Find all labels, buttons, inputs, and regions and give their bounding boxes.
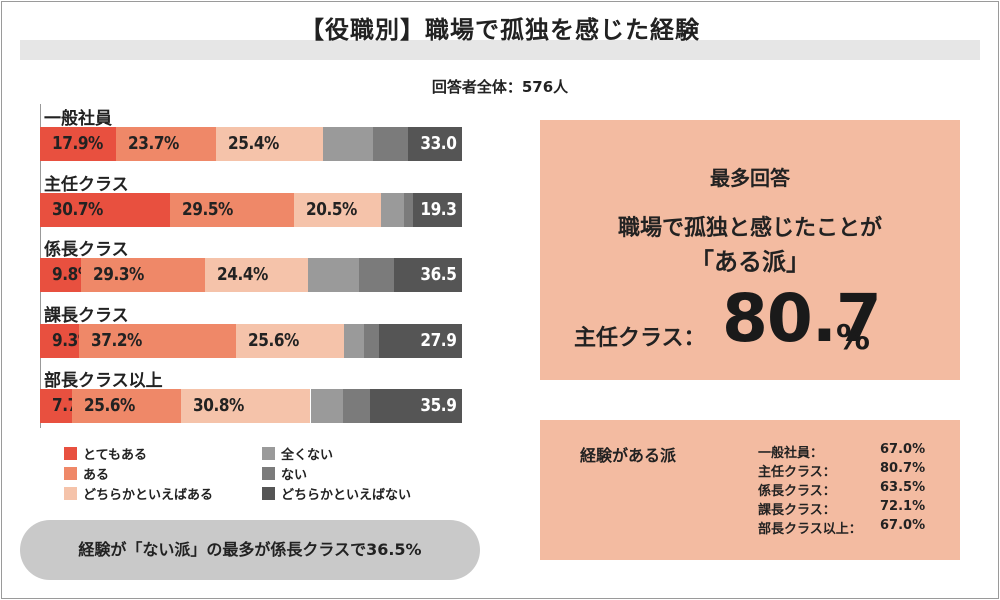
bar-segment <box>40 258 82 292</box>
bar-segment <box>169 192 295 227</box>
data-label: 20.5% <box>306 198 357 220</box>
bar-segment <box>40 323 80 358</box>
legend-label: ない <box>281 468 308 483</box>
bar-segment <box>40 192 170 227</box>
category-label: 係長クラス <box>44 240 129 260</box>
legend-label: とてもある <box>83 448 147 463</box>
legend-item: どちらかといえばある <box>64 484 213 503</box>
bar-segment <box>322 127 374 161</box>
chart-title: 【役職別】職場で孤独を感じた経験 <box>300 16 700 44</box>
top-answer-value: 80.7 <box>722 280 882 357</box>
bar-segment <box>344 323 365 358</box>
bar-segment <box>215 127 323 161</box>
data-label: 24.4% <box>217 264 268 285</box>
summary-row-label: 係長クラス： <box>758 484 836 499</box>
bar-row: 30.7% 29.5% 20.5% 19.3 <box>40 192 462 227</box>
legend-item: とてもある <box>64 444 147 463</box>
category-label: 部長クラス以上 <box>44 371 163 391</box>
yes-group-summary-panel: 経験がある派 一般社員： 67.0% 主任クラス： 80.7% 係長クラス： 63.5% 課… <box>540 420 960 560</box>
bar-segment <box>358 258 395 292</box>
bar-segment <box>310 389 343 423</box>
bar-segment <box>72 389 181 423</box>
no-group-total-label: 33.0 <box>419 133 456 154</box>
bar-segment <box>40 127 116 161</box>
legend-item: ない <box>262 464 307 483</box>
top-answer-line2: 「ある派」 <box>690 248 810 276</box>
bar-segment <box>342 389 371 423</box>
legend-swatch <box>262 447 275 460</box>
data-label: 17.9% <box>52 133 103 154</box>
data-label: 37.2% <box>91 329 143 351</box>
title-band <box>20 40 980 60</box>
legend-item: 全くない <box>262 444 333 463</box>
bar-row: 9.8% 29.3% 24.4% 36.5 <box>40 258 462 292</box>
bar-segment <box>378 323 462 358</box>
data-label: 25.6% <box>84 395 136 416</box>
no-group-total-label: 19.3 <box>419 198 456 220</box>
legend-item: ある <box>64 464 109 483</box>
bar-segment <box>370 389 462 423</box>
data-label: 29.5% <box>181 198 233 220</box>
bar-segment <box>373 127 409 161</box>
category-label: 主任クラス <box>44 174 129 195</box>
data-label: 25.6% <box>248 329 300 351</box>
top-answer-category: 主任クラス： <box>574 326 706 351</box>
legend-swatch <box>64 487 77 500</box>
legend-swatch <box>262 467 275 480</box>
bar-segment <box>236 323 345 358</box>
legend-item: どちらかといえばない <box>262 484 411 503</box>
bar-segment <box>413 192 462 227</box>
bar-segment <box>180 389 311 423</box>
legend-label: 全くない <box>281 448 334 463</box>
bar-segment <box>79 323 237 358</box>
data-label: 25.4% <box>227 133 279 154</box>
no-group-total-label: 36.5 <box>419 264 456 285</box>
legend-swatch <box>64 467 77 480</box>
summary-row-value: 72.1% <box>880 499 926 514</box>
sample-size: 回答者全体：576人 <box>431 78 569 96</box>
bar-segment <box>205 258 308 292</box>
legend-label: どちらかといえばない <box>281 488 412 503</box>
top-answer-line1: 職場で孤独と感じたことが <box>617 216 882 241</box>
bar-row: 7.7%25.6%30.8%35.9 <box>40 389 462 423</box>
legend-swatch <box>64 447 77 460</box>
no-group-callout: 経験が「ない派」の最多が係長クラスで36.5% <box>20 520 480 580</box>
summary-row-label: 部長クラス以上： <box>758 522 862 537</box>
legend-swatch <box>262 487 275 500</box>
data-label: 30.7% <box>52 198 103 220</box>
bar-segment <box>81 258 205 292</box>
summary-row-label: 一般社員： <box>758 446 824 461</box>
bar-row: 17.9% 23.7% 25.4% 33.0 <box>40 127 462 161</box>
bar-segment <box>408 127 462 161</box>
top-answer-unit: % <box>836 318 871 358</box>
summary-row-value: 67.0% <box>880 518 926 533</box>
bar-segment <box>394 258 462 292</box>
summary-row-label: 主任クラス： <box>758 465 836 480</box>
legend-label: ある <box>83 468 110 483</box>
summary-row-label: 課長クラス： <box>758 503 836 518</box>
summary-row-value: 63.5% <box>880 480 926 495</box>
no-group-total-label: 35.9 <box>419 395 456 416</box>
bar-segment <box>115 127 216 161</box>
bar-segment <box>364 323 379 358</box>
bar-segment <box>294 192 381 227</box>
summary-row-value: 67.0% <box>880 442 926 457</box>
legend-label: どちらかといえばある <box>83 488 214 503</box>
summary-heading: 経験がある派 <box>580 446 677 465</box>
data-label: 30.8% <box>192 395 244 416</box>
summary-row-value: 80.7% <box>880 461 926 476</box>
no-group-total-label: 27.9 <box>419 329 456 351</box>
top-answer-heading: 最多回答 <box>710 166 790 190</box>
data-label: 23.7% <box>127 133 179 154</box>
bar-segment <box>40 389 73 423</box>
category-label: 課長クラス <box>44 305 129 326</box>
category-label: 一般社員 <box>44 109 112 129</box>
data-label: 29.3% <box>93 264 145 285</box>
bar-row: 9.3% 37.2% 25.6% 27.9 <box>40 323 462 358</box>
bar-segment <box>380 192 405 227</box>
bar-segment <box>404 192 414 227</box>
bar-segment <box>307 258 359 292</box>
top-answer-panel: 最多回答 職場で孤独と感じたことが 「ある派」 主任クラス： 80.7 % <box>540 120 960 380</box>
